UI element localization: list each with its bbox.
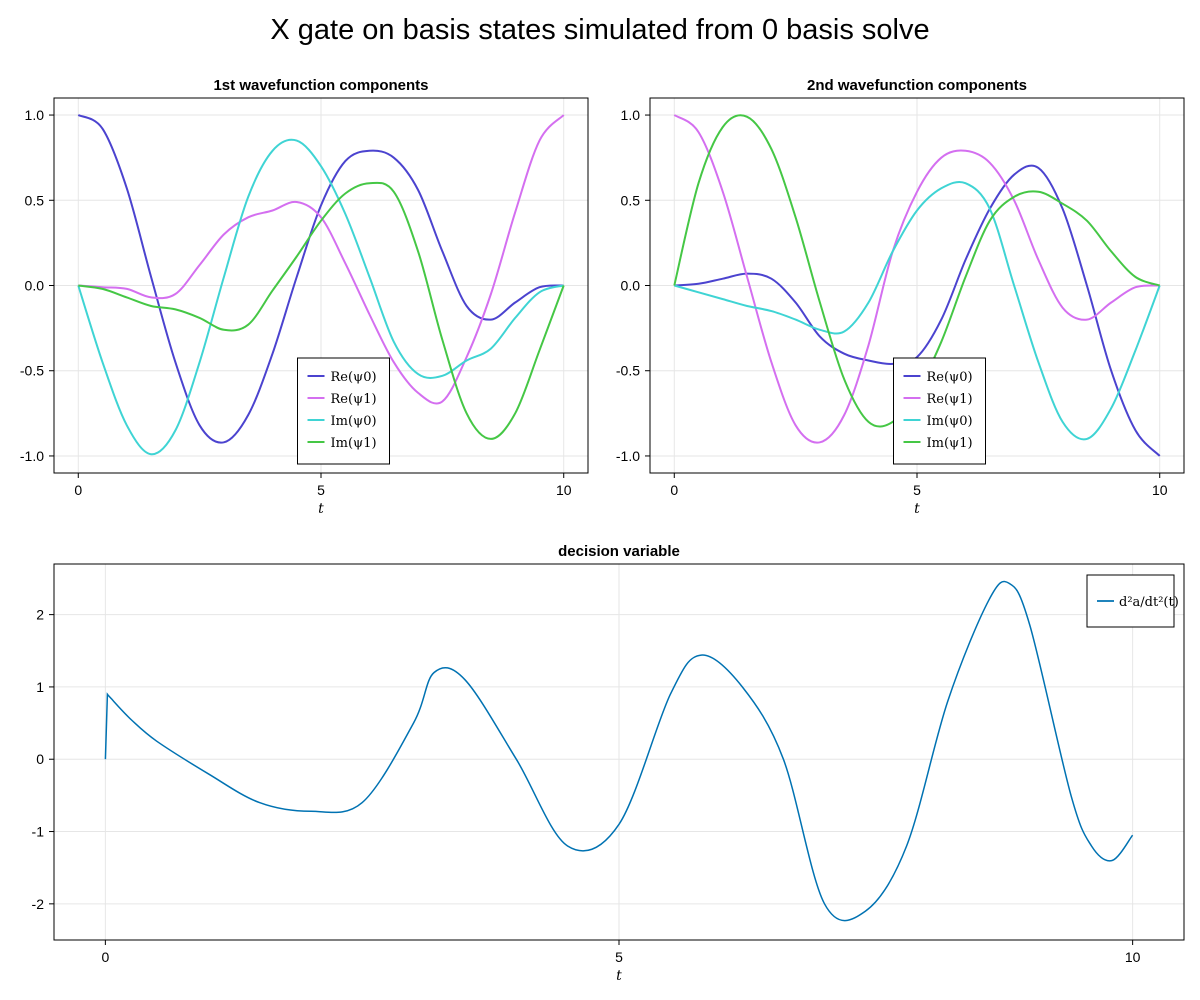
y-tick-label: -2 (32, 896, 45, 912)
series-line (104, 580, 1134, 922)
y-tick-label: -0.5 (20, 363, 44, 379)
chart-title: 2nd wavefunction components (807, 77, 1027, 94)
y-tick-label: 1.0 (25, 107, 45, 123)
series-line (77, 114, 564, 444)
x-axis-label: t (914, 501, 920, 517)
y-tick-label: 0.5 (25, 192, 45, 208)
legend-label: Im(ψ1) (927, 436, 973, 451)
x-axis-label: t (616, 968, 622, 984)
legend-label: Re(ψ0) (927, 370, 973, 385)
x-tick-label: 10 (1125, 949, 1141, 965)
x-tick-label: 5 (317, 482, 325, 498)
x-tick-label: 5 (913, 482, 921, 498)
chart-title: decision variable (558, 543, 680, 560)
legend-label: Im(ψ1) (331, 436, 377, 451)
x-axis-label: t (318, 501, 324, 517)
x-tick-label: 0 (74, 482, 82, 498)
x-tick-label: 10 (1152, 482, 1168, 498)
x-tick-label: 0 (101, 949, 109, 965)
figure-title: X gate on basis states simulated from 0 … (270, 14, 930, 46)
series-line (78, 114, 565, 405)
y-tick-label: -1.0 (20, 448, 44, 464)
series-line (674, 180, 1161, 441)
legend-label: Re(ψ1) (331, 392, 377, 407)
y-tick-label: -0.5 (616, 363, 640, 379)
y-tick-label: 0 (36, 751, 44, 767)
y-tick-label: 1 (36, 679, 44, 695)
legend-label: Re(ψ0) (331, 370, 377, 385)
series-line (78, 181, 565, 440)
x-tick-label: 5 (615, 949, 623, 965)
chart-2: 2nd wavefunction components 0 5 10 1.0 0.5 0.0… (616, 77, 1185, 517)
y-tick-label: 0.0 (25, 278, 45, 294)
y-tick-label: 1.0 (621, 107, 641, 123)
legend-label: Im(ψ0) (331, 414, 377, 429)
series-line (673, 114, 1160, 444)
chart-title: 1st wavefunction components (213, 77, 428, 94)
legend-label: Im(ψ0) (927, 414, 973, 429)
y-tick-label: -1.0 (616, 448, 640, 464)
y-tick-label: 2 (36, 607, 44, 623)
y-tick-label: -1 (32, 824, 45, 840)
x-tick-label: 0 (670, 482, 678, 498)
series-line (674, 164, 1161, 457)
legend-label: Re(ψ1) (927, 392, 973, 407)
legend-label: d²a/dt²(t) (1119, 595, 1179, 610)
chart-1: 1st wavefunction components 0 5 10 1.0 0.5 0.0… (20, 77, 589, 517)
y-tick-label: 0.0 (621, 278, 641, 294)
y-tick-label: 0.5 (621, 192, 641, 208)
x-tick-label: 10 (556, 482, 572, 498)
series-line (77, 138, 564, 456)
